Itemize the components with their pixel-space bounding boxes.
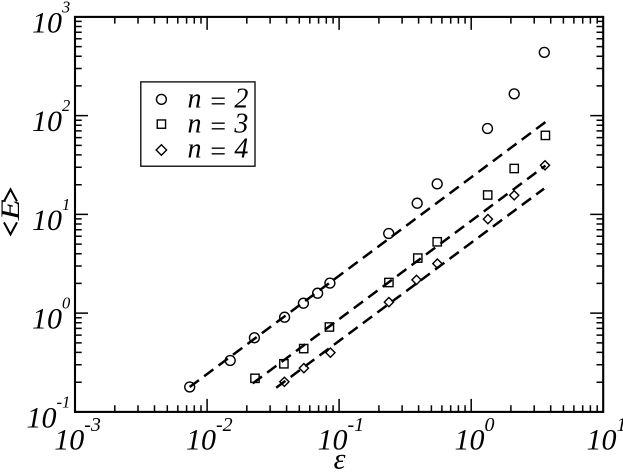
svg-text:E: E (0, 199, 25, 222)
svg-text:n = 2: n = 2 (188, 83, 249, 117)
svg-text:n = 3: n = 3 (188, 108, 249, 142)
svg-text:n = 4: n = 4 (188, 134, 249, 168)
svg-text:ε: ε (334, 443, 346, 472)
